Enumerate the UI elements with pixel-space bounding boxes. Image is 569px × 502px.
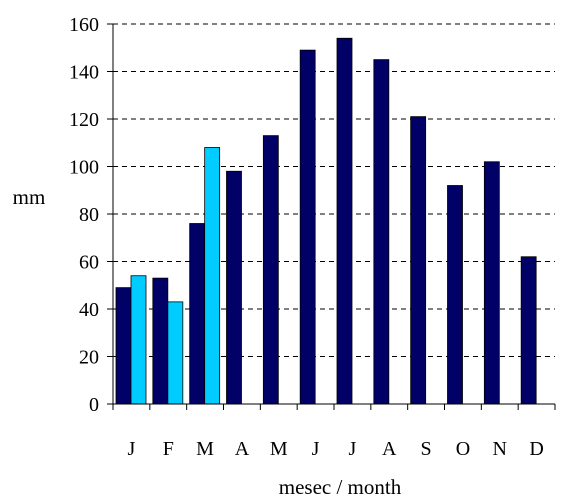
y-tick-label: 0 (89, 394, 99, 416)
bar (447, 185, 463, 405)
x-tick-label: J (349, 438, 357, 460)
bar (520, 256, 537, 405)
x-tick-label: N (493, 438, 507, 460)
x-axis-label: mesec / month (279, 475, 402, 497)
bar (373, 59, 390, 405)
y-tick-label: 120 (69, 109, 99, 131)
grid-layer (113, 23, 555, 357)
bar (483, 161, 500, 405)
y-tick-label: 140 (69, 62, 99, 84)
x-tick-label: A (382, 438, 397, 460)
x-tick-label: A (235, 438, 250, 460)
y-tick-label: 40 (79, 299, 99, 321)
y-tick-label: 160 (69, 14, 99, 36)
y-tick-label: 60 (79, 252, 99, 274)
bar (167, 301, 184, 405)
bar-layer (115, 37, 537, 405)
y-tick-label: 100 (69, 157, 99, 179)
bar (130, 275, 147, 405)
bar (204, 147, 221, 405)
x-tick-label: M (196, 438, 214, 460)
x-tick-label: D (529, 438, 543, 460)
x-tick-label: F (163, 438, 174, 460)
y-axis-label: mm (13, 185, 46, 209)
label-layer: mm mesec / month (13, 185, 402, 499)
bar (299, 49, 316, 405)
bar (152, 277, 169, 405)
y-tick-label: 20 (79, 347, 99, 369)
bar (262, 135, 279, 405)
bar (410, 116, 427, 405)
x-tick-label: J (312, 438, 320, 460)
y-tick-label: 80 (79, 204, 99, 226)
x-tick-label: M (270, 438, 288, 460)
bar (336, 37, 353, 405)
x-tick-label: J (128, 438, 136, 460)
bar (226, 170, 242, 405)
bar (115, 287, 132, 405)
bar (189, 223, 206, 405)
x-tick-label: S (421, 438, 432, 460)
x-tick-label: O (456, 438, 470, 460)
